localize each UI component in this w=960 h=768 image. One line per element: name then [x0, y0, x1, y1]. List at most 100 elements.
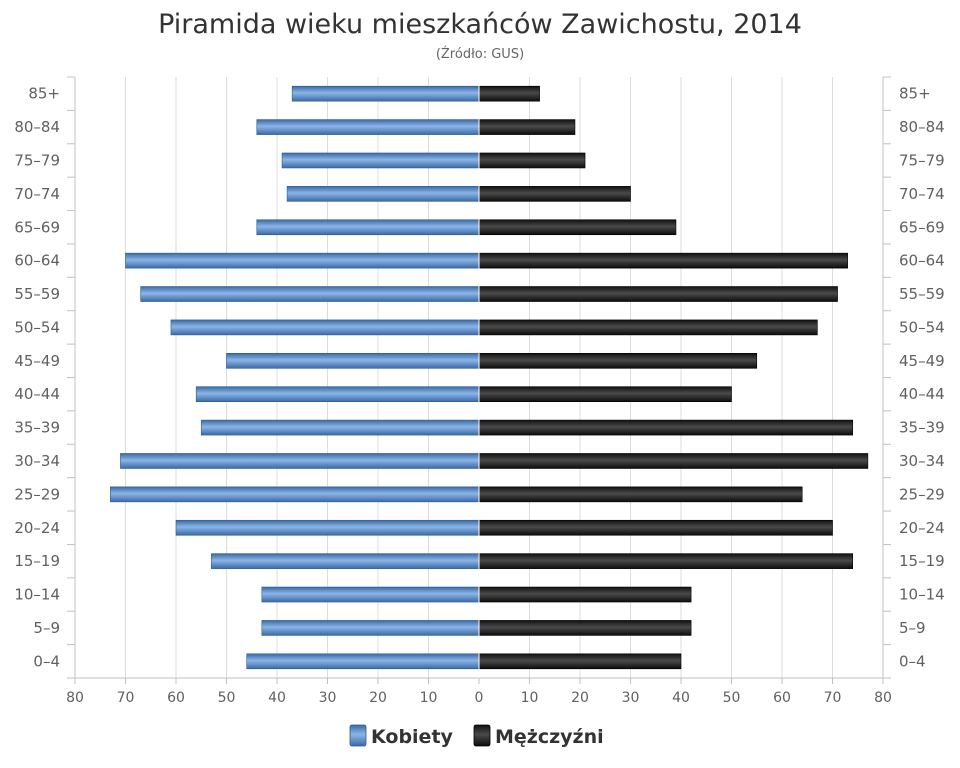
- x-tick-labels: 80 70 60 50 40 30 20 10 0 10 20 30 40 50 60 70 80: [66, 690, 892, 706]
- x-tick-label: 70: [117, 690, 135, 706]
- age-label-right: 70–74: [899, 185, 945, 203]
- bar-mezczyzni: [478, 586, 692, 603]
- age-label-right: 60–64: [899, 252, 945, 270]
- legend-swatch-mezczyzni: [473, 724, 491, 747]
- age-label-left: 30–34: [14, 452, 60, 470]
- age-label-left: 20–24: [14, 519, 60, 537]
- bar-kobiety: [211, 553, 480, 569]
- age-label-right: 20–24: [899, 519, 945, 537]
- legend-swatch-kobiety: [349, 724, 367, 747]
- x-tick-label: 60: [167, 690, 185, 706]
- bar-kobiety: [110, 486, 480, 503]
- bar-mezczyzni: [478, 186, 631, 202]
- bar-kobiety: [261, 586, 480, 603]
- bar-mezczyzni: [478, 152, 586, 169]
- x-tick-label: 20: [369, 690, 387, 706]
- age-label-left: 85+: [28, 85, 60, 103]
- x-tick-label: 10: [521, 690, 539, 706]
- age-label-right: 55–59: [899, 285, 945, 303]
- bar-mezczyzni: [478, 386, 732, 402]
- age-label-left: 10–14: [14, 586, 60, 604]
- age-label-right: 65–69: [899, 218, 945, 236]
- bar-kobiety: [286, 186, 480, 202]
- bar-mezczyzni: [478, 653, 682, 670]
- bar-mezczyzni: [478, 252, 848, 269]
- bar-kobiety: [195, 386, 480, 402]
- x-tick-label: 80: [874, 690, 892, 706]
- bar-mezczyzni: [478, 219, 677, 236]
- age-label-left: 15–19: [14, 552, 60, 570]
- bar-kobiety: [200, 419, 480, 436]
- bar-mezczyzni: [478, 553, 854, 569]
- x-tick-label: 30: [622, 690, 640, 706]
- age-label-left: 5–9: [33, 619, 60, 637]
- age-label-left: 75–79: [14, 151, 60, 169]
- x-tick-label: 40: [672, 690, 690, 706]
- bar-kobiety: [226, 353, 480, 369]
- age-label-right: 0–4: [899, 652, 926, 670]
- legend-label-kobiety: Kobiety: [371, 726, 454, 748]
- legend-item-kobiety[interactable]: Kobiety: [349, 724, 454, 748]
- bar-mezczyzni: [478, 620, 692, 636]
- age-label-right: 15–19: [899, 552, 945, 570]
- age-label-left: 50–54: [14, 318, 60, 336]
- age-label-left: 45–49: [14, 352, 60, 370]
- age-label-right: 85+: [899, 85, 931, 103]
- bar-kobiety: [170, 319, 480, 336]
- age-label-left: 35–39: [14, 419, 60, 437]
- age-label-left: 65–69: [14, 218, 60, 236]
- bar-kobiety: [291, 85, 480, 102]
- x-tick-label: 50: [218, 690, 236, 706]
- age-label-left: 25–29: [14, 485, 60, 503]
- bar-kobiety: [246, 653, 480, 670]
- bar-kobiety: [256, 119, 480, 135]
- chart-subtitle: (Źródło: GUS): [436, 46, 524, 62]
- bar-kobiety: [140, 286, 480, 302]
- age-label-right: 35–39: [899, 419, 945, 437]
- bar-mezczyzni: [478, 486, 803, 503]
- age-label-right: 75–79: [899, 151, 945, 169]
- bar-kobiety: [120, 453, 480, 469]
- legend-label-mezczyzni: Mężczyźni: [495, 726, 604, 748]
- age-label-right: 40–44: [899, 385, 945, 403]
- age-label-right: 45–49: [899, 352, 945, 370]
- bar-kobiety: [281, 152, 480, 169]
- bar-kobiety: [125, 252, 480, 269]
- chart-title: Piramida wieku mieszkańców Zawichostu, 2…: [158, 9, 802, 40]
- bar-mezczyzni: [478, 519, 833, 536]
- age-label-right: 10–14: [899, 586, 945, 604]
- age-labels: 85+ 85+ 80–84 80–84 75–79 75–79 70–74 70–74 65–6…: [14, 85, 944, 671]
- bar-mezczyzni: [478, 119, 576, 135]
- bar-mezczyzni: [478, 353, 758, 369]
- bar-mezczyzni: [478, 319, 818, 336]
- x-tick-label: 60: [773, 690, 791, 706]
- age-label-left: 60–64: [14, 252, 60, 270]
- age-label-right: 50–54: [899, 318, 945, 336]
- age-label-right: 30–34: [899, 452, 945, 470]
- x-tick-label: 80: [66, 690, 84, 706]
- legend-item-mezczyzni[interactable]: Mężczyźni: [473, 724, 604, 748]
- age-label-left: 40–44: [14, 385, 60, 403]
- age-label-left: 0–4: [33, 652, 60, 670]
- age-label-left: 80–84: [14, 118, 60, 136]
- bar-kobiety: [175, 519, 480, 536]
- legend: Kobiety Mężczyźni: [349, 724, 604, 748]
- age-label-right: 5–9: [899, 619, 926, 637]
- x-tick-label: 70: [824, 690, 842, 706]
- bar-mezczyzni: [478, 85, 540, 102]
- bar-kobiety: [256, 219, 480, 236]
- x-tick-label: 0: [475, 690, 484, 706]
- x-tick-label: 30: [319, 690, 337, 706]
- bar-kobiety: [261, 620, 480, 636]
- age-label-left: 70–74: [14, 185, 60, 203]
- x-tick-label: 10: [420, 690, 438, 706]
- x-tick-label: 20: [571, 690, 589, 706]
- age-label-right: 25–29: [899, 485, 945, 503]
- bar-mezczyzni: [478, 286, 838, 302]
- bar-mezczyzni: [478, 453, 869, 469]
- x-tick-label: 40: [268, 690, 286, 706]
- x-tick-label: 50: [723, 690, 741, 706]
- bars: [110, 77, 869, 678]
- bar-mezczyzni: [478, 419, 854, 436]
